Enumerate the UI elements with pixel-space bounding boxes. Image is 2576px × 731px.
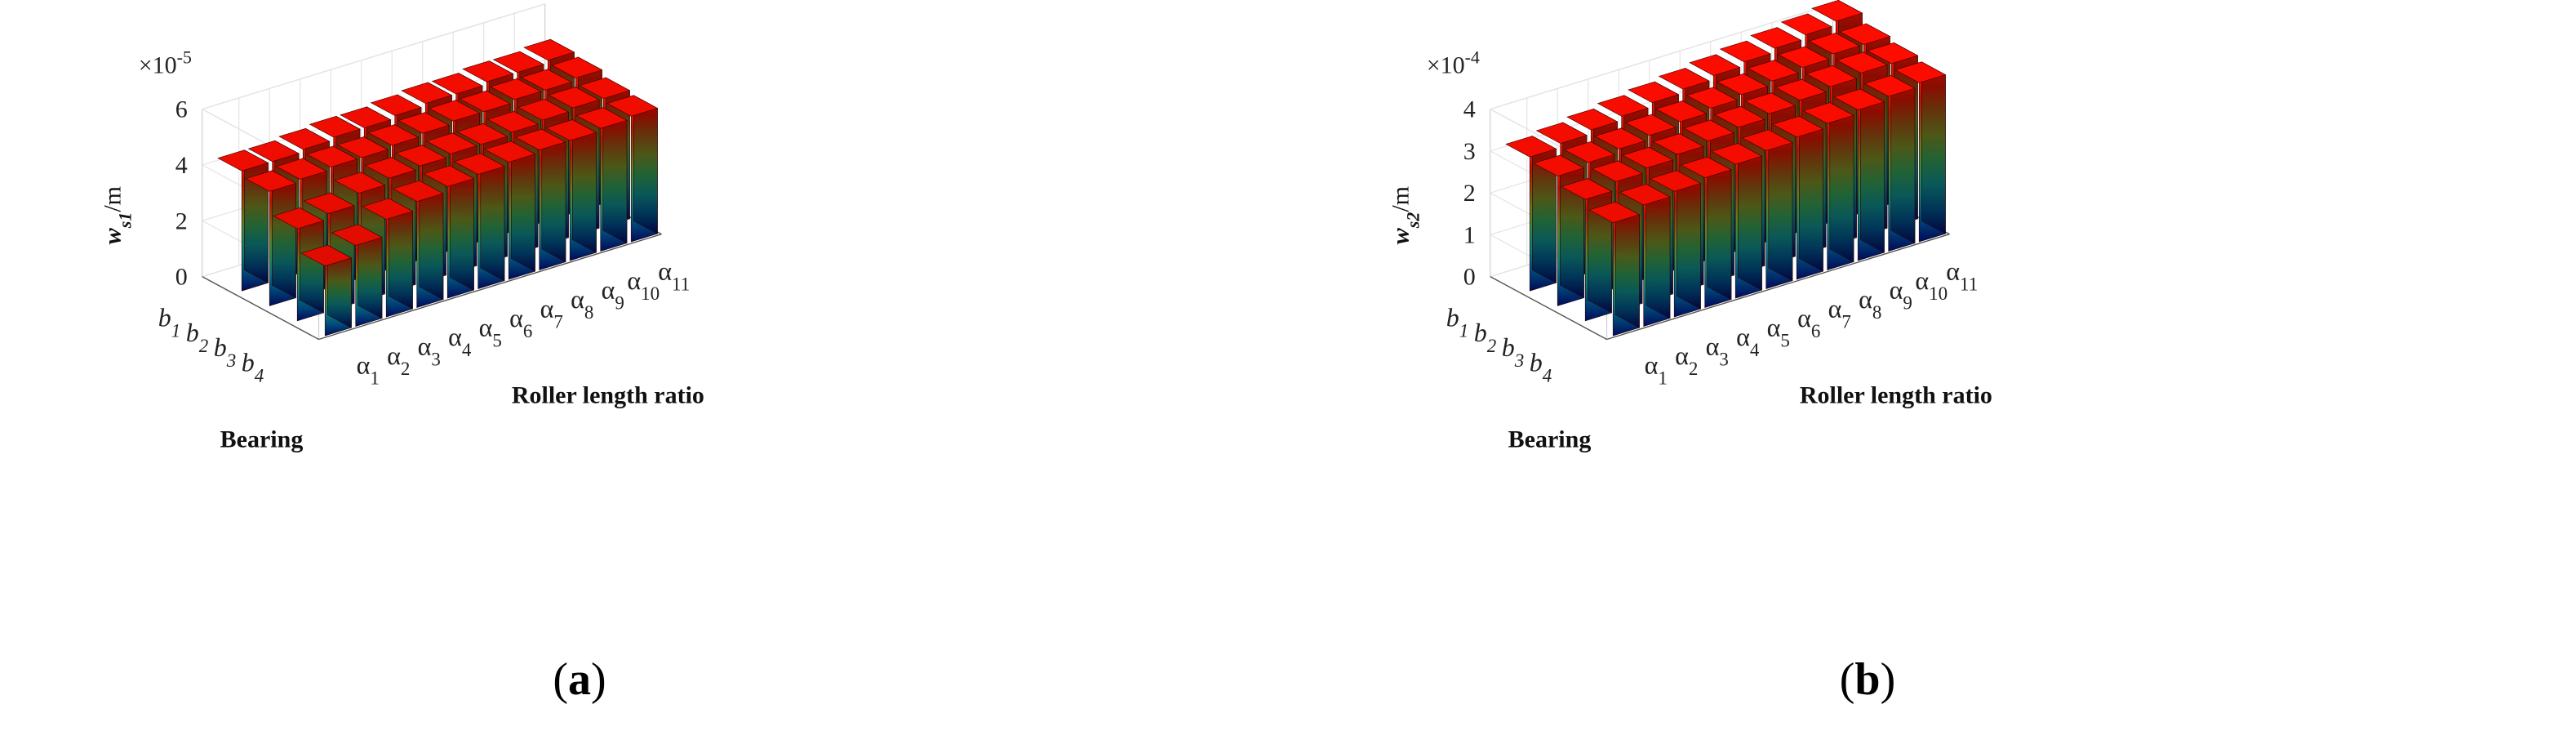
bar-b4-α4 <box>1680 156 1732 309</box>
bar-b4-α9 <box>545 119 597 261</box>
panel-label: (b) <box>1840 654 1895 705</box>
x-tick-label: α9 <box>602 274 624 313</box>
bar-b4-α1 <box>300 244 353 337</box>
z-tick-label: 2 <box>1463 180 1476 207</box>
bar-b4-α11 <box>1894 61 1947 243</box>
z-tick-label: 4 <box>1463 96 1476 123</box>
bar-b4-α3 <box>362 198 414 318</box>
bar-b4-α3 <box>1650 170 1702 318</box>
bar-b4-α9 <box>1833 88 1885 261</box>
z-tick-label: 0 <box>175 264 188 291</box>
bar-b4-α4 <box>392 180 444 309</box>
bars <box>217 38 659 337</box>
x-tick-label: α4 <box>448 322 472 360</box>
y-tick-label: b3 <box>214 332 237 371</box>
x-tick-label: α7 <box>540 293 563 332</box>
x-tick-label: α9 <box>1890 274 1912 313</box>
x-tick-label: α10 <box>627 265 660 304</box>
z-tick-label: 6 <box>175 96 188 123</box>
z-tick-label: 3 <box>1463 138 1476 165</box>
bar-b1-α1 <box>1505 136 1557 292</box>
y-tick-labels: b1 b2 b3 b4 <box>158 302 264 385</box>
bar-b4-α5 <box>423 165 475 299</box>
bars <box>1505 0 1947 337</box>
y-axis-title: Bearing <box>1508 426 1592 453</box>
bar-b4-α7 <box>484 140 536 280</box>
bar-b4-α10 <box>575 107 628 252</box>
y-axis-title: Bearing <box>220 426 304 453</box>
y-tick-label: b2 <box>1474 318 1497 356</box>
x-tick-label: α5 <box>479 312 502 350</box>
y-tick-labels: b1 b2 b3 b4 <box>1446 302 1552 385</box>
panel-label: (a) <box>553 654 606 705</box>
x-tick-label: α5 <box>1767 312 1790 350</box>
x-tick-label: α11 <box>658 256 690 294</box>
x-tick-label: α2 <box>387 341 410 379</box>
x-tick-label: α8 <box>571 284 593 323</box>
z-axis-exponent: ×10-4 <box>1427 47 1480 79</box>
z-tick-label: 2 <box>175 207 188 234</box>
y-tick-label: b2 <box>186 318 209 356</box>
y-tick-label: b4 <box>1530 347 1552 386</box>
x-tick-label: α1 <box>1645 350 1668 388</box>
y-tick-label: b4 <box>242 347 264 386</box>
y-tick-label: b3 <box>1502 332 1525 371</box>
y-tick-label: b1 <box>158 302 181 341</box>
bar-b4-α8 <box>514 128 566 271</box>
z-tick-label: 0 <box>1463 264 1476 291</box>
z-axis-title: ws1/m <box>100 186 135 244</box>
bar-b4-α2 <box>331 224 383 328</box>
x-tick-label: α2 <box>1675 341 1698 379</box>
x-tick-label: α6 <box>509 303 532 341</box>
bar-b4-α11 <box>606 95 659 243</box>
x-tick-label: α8 <box>1859 284 1881 323</box>
bar-b4-α8 <box>1802 102 1854 271</box>
bar-b4-α10 <box>1863 74 1916 252</box>
bar-b4-α5 <box>1711 142 1763 299</box>
x-axis-title: Roller length ratio <box>512 382 704 409</box>
x-axis-title: Roller length ratio <box>1800 382 1992 409</box>
bar-b3-α1 <box>273 207 325 322</box>
bar-b4-α1 <box>1588 201 1641 337</box>
x-tick-label: α1 <box>357 350 380 388</box>
x-tick-label: α3 <box>418 331 441 369</box>
chart-panel-a: 0 2 4 6 ×10-5 ws1/m α1 α2 α3 α4 α5 α6 α7 α8 α9 α10 α11 b1… <box>0 0 1288 727</box>
chart-panel-b: 0 1 2 3 4 ×10-4 ws2/m α1 α2 α3 α4 α5 α6 α7 α8 α9 α10 α11 b… <box>1288 0 2576 727</box>
z-tick-label: 1 <box>1463 221 1476 248</box>
z-tick-labels: 0 2 4 6 <box>175 96 188 291</box>
x-tick-label: α11 <box>1946 256 1978 294</box>
z-axis-exponent: ×10-5 <box>139 47 192 79</box>
bar-b4-α2 <box>1619 183 1671 328</box>
z-tick-labels: 0 1 2 3 4 <box>1463 96 1476 291</box>
bar-b4-α6 <box>453 153 505 290</box>
y-tick-label: b1 <box>1446 302 1469 341</box>
x-tick-label: α10 <box>1915 265 1948 304</box>
bar-b4-α7 <box>1772 115 1824 280</box>
x-tick-label: α6 <box>1797 303 1820 341</box>
bar-b4-α6 <box>1741 129 1793 290</box>
x-tick-label: α3 <box>1706 331 1729 369</box>
z-axis-title: ws2/m <box>1388 186 1423 244</box>
x-tick-label: α4 <box>1736 322 1760 360</box>
z-tick-label: 4 <box>175 152 188 179</box>
x-tick-label: α7 <box>1828 293 1851 332</box>
